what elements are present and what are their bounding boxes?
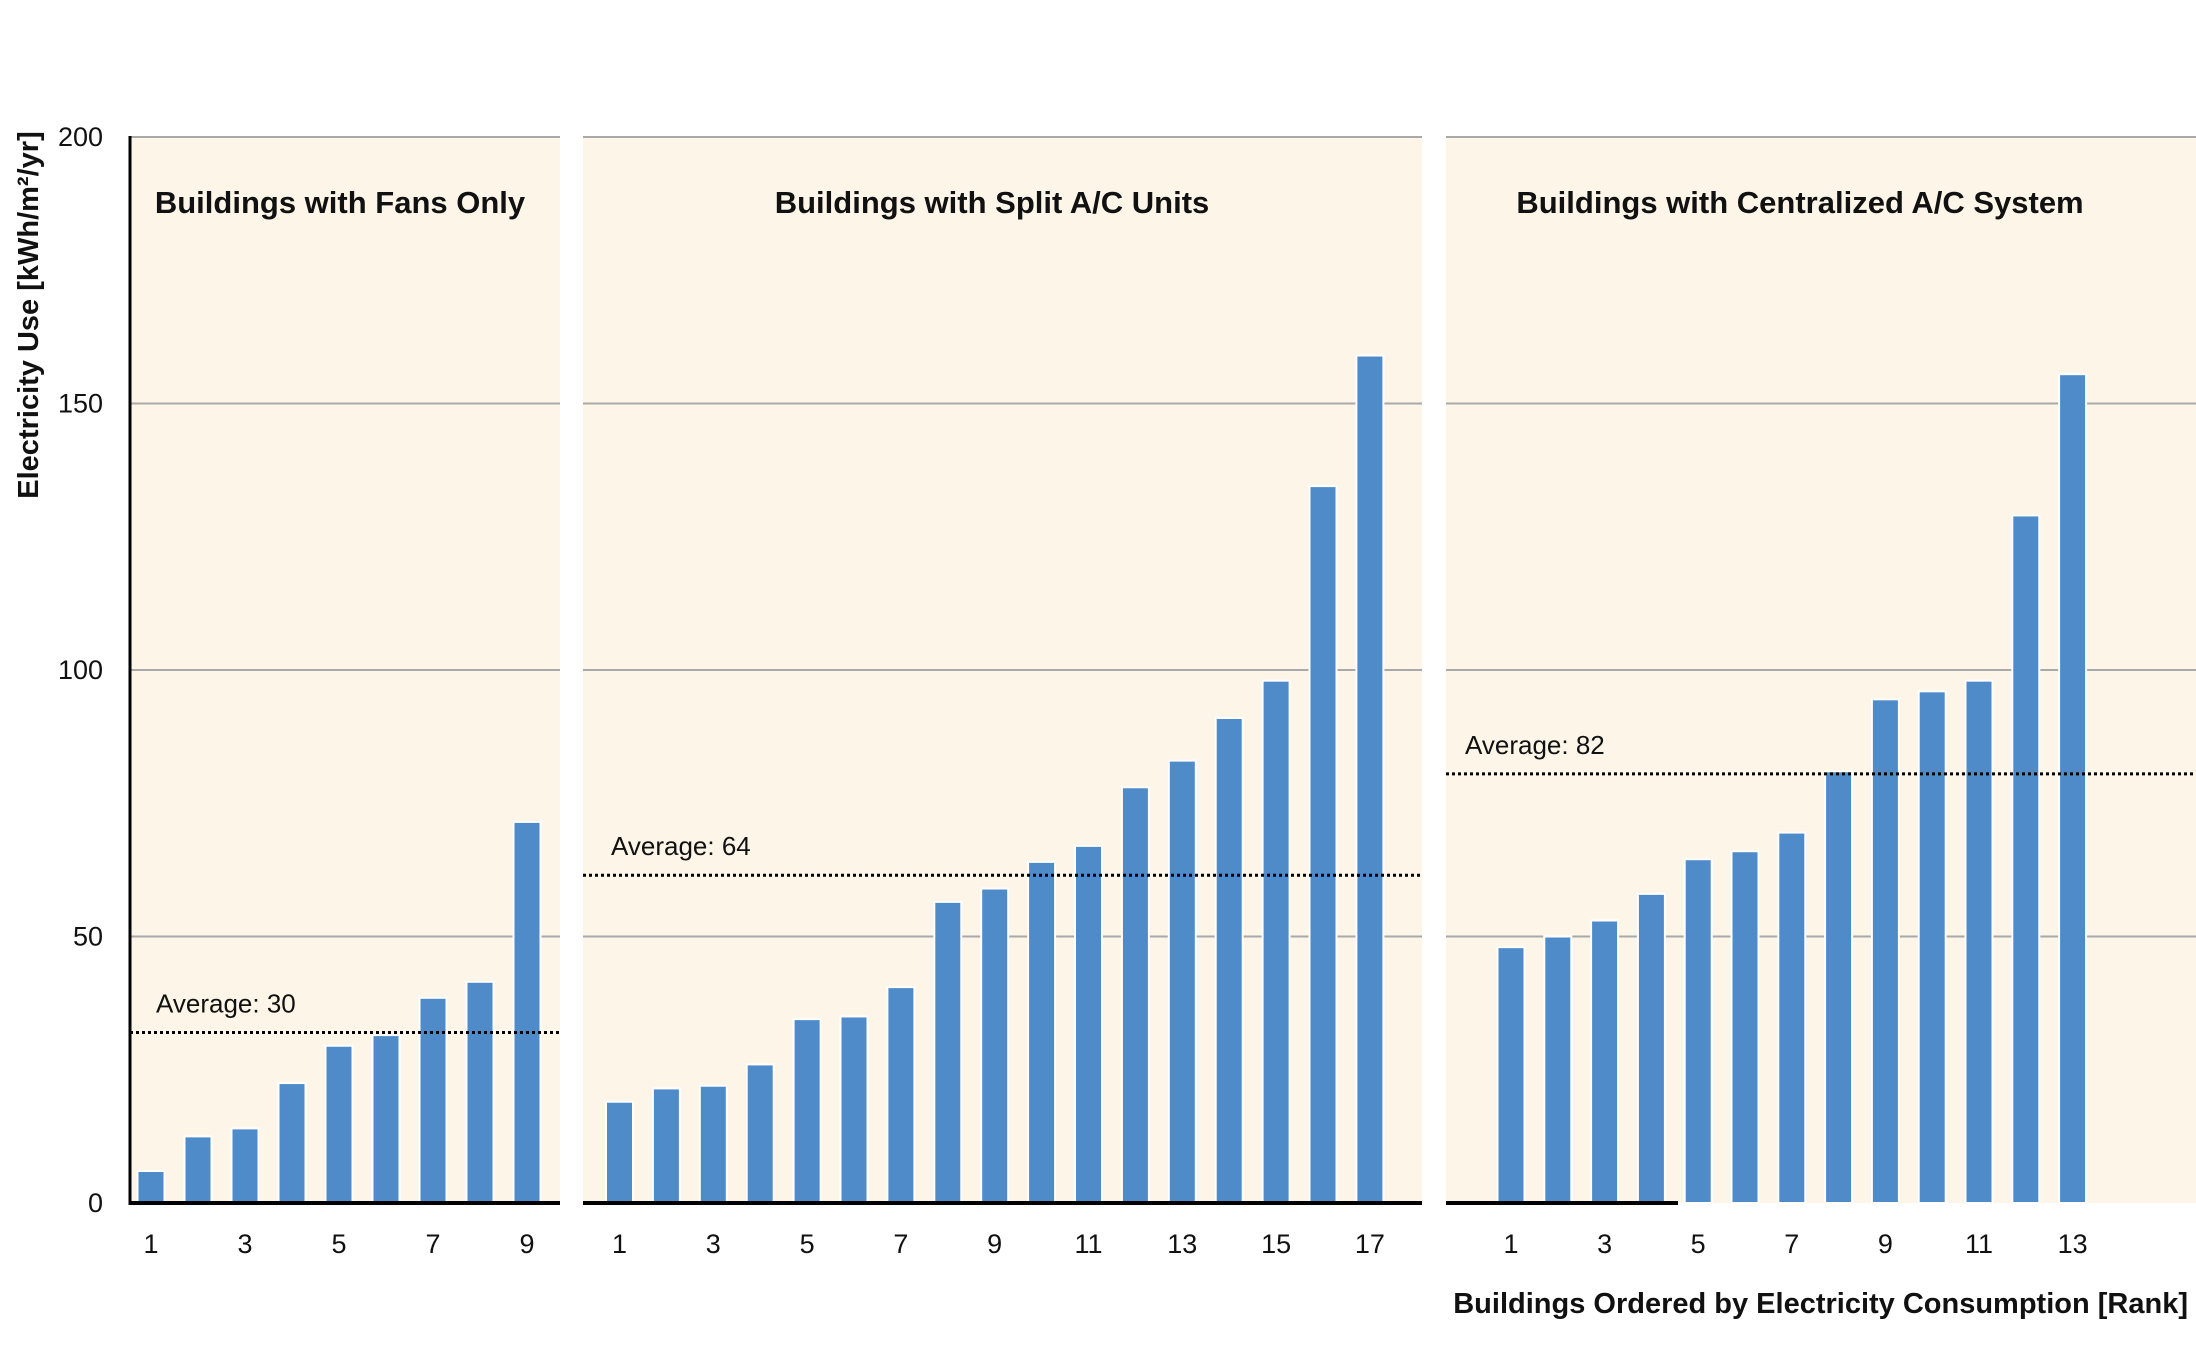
bar xyxy=(1120,786,1150,1204)
bar xyxy=(886,986,916,1205)
bar xyxy=(1824,770,1854,1205)
average-label: Average: 82 xyxy=(1465,730,1605,760)
bar xyxy=(1543,935,1573,1204)
average-label: Average: 64 xyxy=(611,831,751,861)
x-tick-label: 1 xyxy=(1503,1229,1518,1259)
average-label: Average: 30 xyxy=(156,988,296,1018)
x-tick-label: 5 xyxy=(1691,1229,1706,1259)
x-tick-label: 7 xyxy=(893,1229,908,1259)
bar xyxy=(512,820,542,1205)
x-tick-label: 13 xyxy=(1167,1229,1197,1259)
bar xyxy=(1074,844,1103,1204)
bar xyxy=(136,1170,166,1205)
x-tick-label: 5 xyxy=(331,1229,346,1259)
panel-title: Buildings with Centralized A/C System xyxy=(1516,185,2083,220)
x-tick-label: 3 xyxy=(706,1229,721,1259)
panel-title: Buildings with Fans Only xyxy=(155,185,526,220)
bar xyxy=(839,1015,869,1205)
x-tick-label: 9 xyxy=(519,1229,534,1259)
bar xyxy=(1870,698,1900,1204)
bar xyxy=(371,1034,401,1204)
x-tick-label: 17 xyxy=(1355,1229,1385,1259)
x-tick-label: 13 xyxy=(2058,1229,2088,1259)
y-tick-label: 0 xyxy=(88,1188,103,1218)
y-tick-label: 200 xyxy=(58,122,103,152)
bar xyxy=(933,900,963,1204)
bar xyxy=(418,996,448,1204)
x-tick-label: 11 xyxy=(1074,1229,1102,1259)
bar xyxy=(1214,716,1244,1204)
bar xyxy=(605,1100,634,1204)
panel-1 xyxy=(136,820,542,1205)
y-tick-label: 50 xyxy=(73,922,103,952)
x-tick-label: 1 xyxy=(612,1229,627,1259)
bar xyxy=(980,887,1010,1205)
bar xyxy=(1683,858,1713,1205)
panel-title: Buildings with Split A/C Units xyxy=(775,185,1210,220)
bar xyxy=(1167,759,1197,1204)
y-tick-label: 150 xyxy=(58,389,103,419)
bar xyxy=(792,1018,822,1204)
x-tick-label: 7 xyxy=(425,1229,440,1259)
bar xyxy=(1308,485,1338,1204)
bar xyxy=(1261,679,1291,1204)
x-tick-label: 11 xyxy=(1965,1229,1993,1259)
bar xyxy=(1917,690,1947,1204)
bar xyxy=(465,980,495,1204)
bar xyxy=(1027,860,1057,1204)
bar xyxy=(230,1127,260,1205)
y-axis-title: Electricity Use [kWh/m²/yr] xyxy=(13,131,45,498)
x-axis-title: Buildings Ordered by Electricity Consump… xyxy=(1453,1288,2188,1320)
x-tick-label: 9 xyxy=(1878,1229,1893,1259)
bar xyxy=(745,1063,775,1205)
x-tick-label: 15 xyxy=(1261,1229,1291,1259)
x-tick-label: 1 xyxy=(143,1229,158,1259)
x-tick-label: 5 xyxy=(800,1229,815,1259)
bar xyxy=(2011,514,2041,1204)
x-tick-label: 9 xyxy=(987,1229,1002,1259)
bar xyxy=(651,1087,681,1205)
panel-2 xyxy=(605,354,1385,1205)
bar xyxy=(698,1084,728,1204)
bar xyxy=(183,1135,213,1204)
x-tick-label: 3 xyxy=(237,1229,252,1259)
y-tick-label: 100 xyxy=(58,655,103,685)
bar xyxy=(1964,679,1994,1204)
panel-3 xyxy=(1496,373,2088,1205)
bar xyxy=(1636,892,1666,1204)
bar xyxy=(1496,946,1526,1204)
x-tick-label: 7 xyxy=(1784,1229,1799,1259)
bar xyxy=(2058,373,2088,1204)
bar xyxy=(1730,850,1760,1204)
bar xyxy=(277,1082,307,1204)
bar xyxy=(324,1044,354,1205)
x-tick-label: 3 xyxy=(1597,1229,1612,1259)
bar xyxy=(1355,354,1385,1204)
bar xyxy=(1777,831,1807,1204)
bar xyxy=(1590,919,1620,1204)
